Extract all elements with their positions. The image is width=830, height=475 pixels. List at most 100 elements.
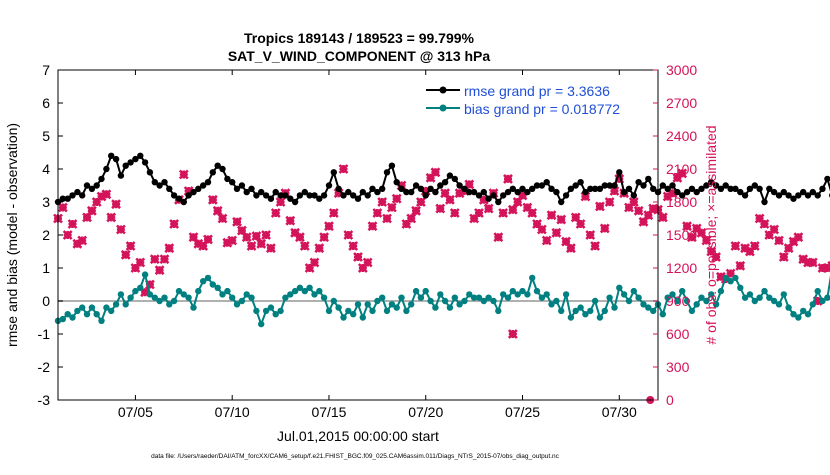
obs-assimilated-marker <box>440 188 451 199</box>
obs-assimilated-marker <box>270 208 281 218</box>
legend: rmse grand pr = 3.3636 bias grand pr = 0… <box>421 78 650 120</box>
obs-assimilated-marker <box>111 199 121 210</box>
obs-assimilated-marker <box>783 243 794 254</box>
obs-assimilated-marker <box>469 213 480 224</box>
bias-marker <box>640 301 647 308</box>
rmse-marker <box>180 198 187 206</box>
obs-assimilated-marker <box>367 221 378 232</box>
rmse-marker <box>553 188 560 196</box>
bias-marker <box>683 297 691 305</box>
obs-assimilated-marker <box>382 213 392 224</box>
bias-marker <box>548 301 555 308</box>
obs-assimilated-marker <box>778 252 789 262</box>
obs-assimilated-marker <box>188 232 199 243</box>
rmse-marker <box>669 182 676 189</box>
obs-assimilated-marker <box>415 197 426 207</box>
obs-assimilated-marker <box>372 208 383 218</box>
obs-assimilated-marker <box>246 241 257 251</box>
obs-assimilated-marker <box>657 212 668 223</box>
bias-marker <box>703 297 710 305</box>
rmse-marker <box>141 159 149 166</box>
rmse-marker <box>616 169 623 176</box>
obs-assimilated-marker <box>304 263 315 273</box>
obs-assimilated-marker <box>222 237 233 248</box>
rmse-marker <box>311 192 318 199</box>
obs-assimilated-marker <box>236 225 247 236</box>
bias-marker <box>495 307 502 315</box>
bias-marker <box>790 311 797 318</box>
rmse-marker <box>427 185 434 192</box>
obs-assimilated-marker <box>377 197 388 207</box>
obs-assimilated-marker <box>740 243 751 254</box>
bias-marker <box>601 307 608 315</box>
obs-assimilated-marker <box>788 236 799 247</box>
bias-marker <box>809 301 816 308</box>
rmse-marker <box>679 192 686 199</box>
rmse-marker <box>219 165 226 173</box>
rmse-marker <box>214 162 221 169</box>
legend-bias-label: bias grand pr = 0.018772 <box>464 101 620 117</box>
bias-marker <box>340 314 347 321</box>
bias-marker <box>519 287 526 295</box>
obs-assimilated-marker <box>207 194 218 205</box>
bias-marker <box>456 301 463 308</box>
rmse-marker <box>688 185 696 192</box>
obs-assimilated-marker <box>338 164 349 174</box>
bias-marker <box>320 294 328 301</box>
obs-assimilated-marker <box>662 191 673 202</box>
obs-assimilated-marker <box>807 257 818 268</box>
obs-assimilated-marker <box>701 235 712 246</box>
obs-assimilated-marker <box>667 188 678 199</box>
bias-marker <box>69 314 76 321</box>
rmse-marker <box>596 185 604 192</box>
bias-marker <box>732 274 739 282</box>
bias-marker <box>369 307 376 315</box>
obs-assimilated-marker <box>725 268 736 279</box>
rmse-marker <box>132 155 139 163</box>
obs-assimilated-marker <box>183 186 194 196</box>
rmse-marker <box>567 185 575 192</box>
obs-assimilated-marker <box>62 230 73 240</box>
obs-assimilated-marker <box>769 224 780 235</box>
y-right-tick-label: 1800 <box>666 194 697 210</box>
rmse-marker <box>524 188 531 196</box>
rmse-marker <box>64 195 71 202</box>
rmse-marker <box>693 188 700 196</box>
y-right-tick-label: 0 <box>666 392 674 408</box>
rmse-marker <box>330 169 337 176</box>
obs-assimilated-marker <box>198 241 209 251</box>
bias-marker <box>364 301 371 308</box>
rmse-marker <box>306 192 313 199</box>
rmse-marker <box>446 172 454 179</box>
obs-assimilated-marker <box>686 232 697 243</box>
rmse-marker <box>422 192 429 199</box>
obs-assimilated-marker <box>227 235 238 246</box>
rmse-marker <box>732 185 739 192</box>
rmse-marker <box>200 182 207 189</box>
obs-assimilated-marker <box>251 231 262 242</box>
rmse-marker <box>291 198 299 206</box>
x-tick-label: 07/20 <box>408 404 443 420</box>
rmse-marker <box>640 182 647 189</box>
rmse-marker <box>98 175 105 183</box>
obs-assimilated-marker <box>265 243 276 254</box>
rmse-marker <box>258 188 265 196</box>
obs-assimilated-marker <box>169 219 180 229</box>
obs-assimilated-marker <box>507 204 518 215</box>
bias-marker <box>74 307 81 315</box>
rmse-marker <box>69 192 76 199</box>
rmse-marker <box>209 169 216 176</box>
rmse-marker <box>659 182 666 189</box>
rmse-marker <box>166 185 173 192</box>
obs-assimilated-marker <box>435 203 446 214</box>
rmse-marker <box>364 192 371 199</box>
rmse-marker <box>761 198 768 206</box>
obs-assimilated-marker <box>333 188 344 199</box>
rmse-marker <box>630 192 637 199</box>
bias-marker <box>509 287 516 295</box>
obs-assimilated-marker <box>295 232 305 243</box>
rmse-marker <box>509 185 516 192</box>
y-left-tick-label: -3 <box>38 392 51 408</box>
bias-marker <box>141 271 149 278</box>
bias-marker <box>132 287 139 295</box>
